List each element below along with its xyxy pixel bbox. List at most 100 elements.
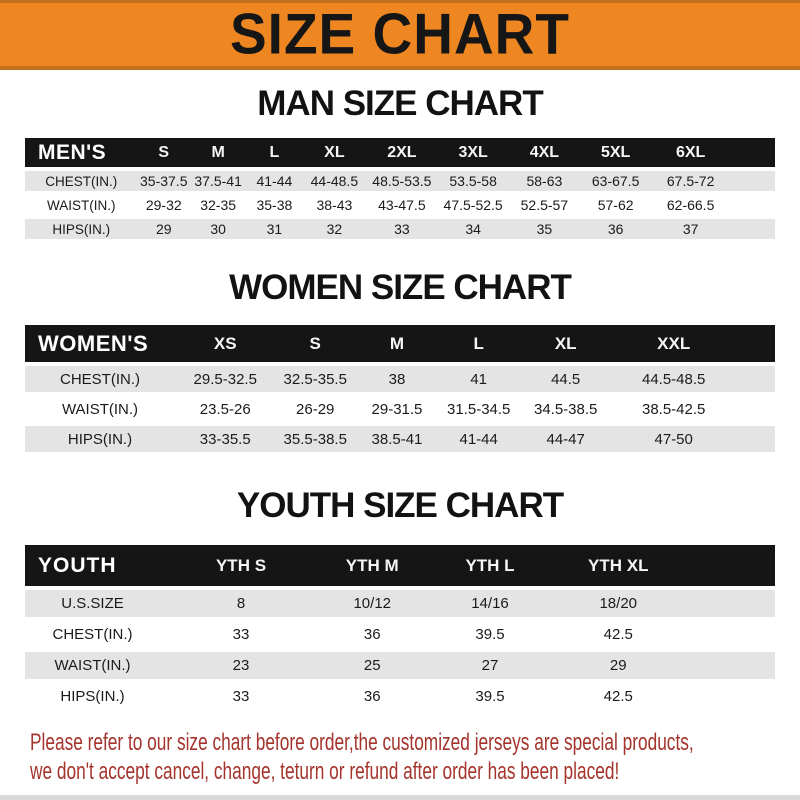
size-value-cell: 33-35.5 (175, 426, 276, 452)
table-header-row: MEN'S S M L XL 2XL 3XL 4XL 5XL 6XL (25, 138, 775, 167)
size-header-cell: YTH S (160, 545, 322, 586)
size-value-cell: 38.5-41 (354, 426, 439, 452)
row-label: CHEST(IN.) (25, 366, 175, 392)
size-value-cell: 10/12 (322, 590, 423, 617)
spacer-cell (730, 195, 775, 215)
table-row: WAIST(IN.) 23 25 27 29 (25, 652, 775, 679)
size-header-cell: XL (518, 325, 613, 362)
size-header-cell: YTH XL (557, 545, 679, 586)
size-value-cell: 41-44 (438, 426, 519, 452)
size-value-cell: 33 (366, 219, 438, 239)
size-value-cell: 29-32 (137, 195, 190, 215)
size-value-cell: 35 (508, 219, 580, 239)
size-value-cell: 36 (322, 683, 423, 710)
size-header-cell: L (438, 325, 519, 362)
size-value-cell: 29-31.5 (354, 396, 439, 422)
size-value-cell: 42.5 (557, 683, 679, 710)
spacer-cell (730, 171, 775, 191)
size-value-cell: 14/16 (422, 590, 558, 617)
table-row: WAIST(IN.) 29-32 32-35 35-38 38-43 43-47.5 47.… (25, 195, 775, 215)
size-value-cell: 63-67.5 (580, 171, 652, 191)
size-value-cell: 62-66.5 (651, 195, 730, 215)
size-value-cell: 35.5-38.5 (275, 426, 355, 452)
row-label: WAIST(IN.) (25, 396, 175, 422)
spacer-cell (679, 545, 775, 586)
notice-line-1: Please refer to our size chart before or… (30, 729, 694, 756)
table-title-cell: WOMEN'S (25, 325, 175, 362)
size-value-cell: 32.5-35.5 (275, 366, 355, 392)
spacer-cell (734, 325, 775, 362)
table-row: U.S.SIZE 8 10/12 14/16 18/20 (25, 590, 775, 617)
order-notice: Please refer to our size chart before or… (30, 728, 800, 786)
size-header-cell: YTH L (422, 545, 558, 586)
table-row: WAIST(IN.) 23.5-26 26-29 29-31.5 31.5-34.5 34… (25, 396, 775, 422)
size-value-cell: 39.5 (422, 683, 558, 710)
size-value-cell: 52.5-57 (508, 195, 580, 215)
spacer-cell (730, 219, 775, 239)
size-header-cell: 6XL (651, 138, 730, 167)
size-value-cell: 36 (322, 621, 423, 648)
spacer-cell (679, 621, 775, 648)
size-value-cell: 37 (651, 219, 730, 239)
size-value-cell: 23.5-26 (175, 396, 276, 422)
table-row: CHEST(IN.) 33 36 39.5 42.5 (25, 621, 775, 648)
size-value-cell: 67.5-72 (651, 171, 730, 191)
size-header-cell: YTH M (322, 545, 423, 586)
size-value-cell: 37.5-41 (190, 171, 247, 191)
banner-title: SIZE CHART (230, 1, 570, 67)
size-value-cell: 34.5-38.5 (518, 396, 613, 422)
table-row: HIPS(IN.) 33-35.5 35.5-38.5 38.5-41 41-44 44-… (25, 426, 775, 452)
size-value-cell: 44.5 (518, 366, 613, 392)
size-value-cell: 33 (160, 621, 322, 648)
size-value-cell: 41 (438, 366, 519, 392)
size-value-cell: 30 (190, 219, 247, 239)
youth-size-table: YOUTH YTH S YTH M YTH L YTH XL U.S.SIZE 8 10/12… (25, 541, 775, 714)
notice-line-2: we don't accept cancel, change, teturn o… (30, 758, 620, 785)
size-value-cell: 44-47 (518, 426, 613, 452)
size-header-cell: XXL (612, 325, 735, 362)
spacer-cell (730, 138, 775, 167)
size-value-cell: 38-43 (302, 195, 367, 215)
row-label: CHEST(IN.) (25, 171, 138, 191)
size-value-cell: 8 (160, 590, 322, 617)
size-value-cell: 42.5 (557, 621, 679, 648)
table-row: HIPS(IN.) 33 36 39.5 42.5 (25, 683, 775, 710)
spacer-cell (734, 426, 775, 452)
size-value-cell: 32-35 (190, 195, 247, 215)
row-label: WAIST(IN.) (25, 195, 138, 215)
size-value-cell: 47.5-52.5 (437, 195, 509, 215)
size-value-cell: 39.5 (422, 621, 558, 648)
size-value-cell: 18/20 (557, 590, 679, 617)
table-header-row: WOMEN'S XS S M L XL XXL (25, 325, 775, 362)
size-header-cell: 4XL (508, 138, 580, 167)
size-header-cell: 5XL (580, 138, 652, 167)
men-section-title: MAN SIZE CHART (257, 84, 543, 123)
row-label: HIPS(IN.) (25, 683, 160, 710)
size-value-cell: 25 (322, 652, 423, 679)
row-label: U.S.SIZE (25, 590, 160, 617)
size-value-cell: 38.5-42.5 (612, 396, 735, 422)
size-value-cell: 48.5-53.5 (366, 171, 438, 191)
spacer-cell (679, 652, 775, 679)
table-row: HIPS(IN.) 29 30 31 32 33 34 35 36 37 (25, 219, 775, 239)
size-value-cell: 43-47.5 (366, 195, 438, 215)
size-header-cell: S (275, 325, 355, 362)
table-header-row: YOUTH YTH S YTH M YTH L YTH XL (25, 545, 775, 586)
women-section: WOMEN SIZE CHART WOMEN'S XS S M L XL XXL CHEST(… (0, 268, 800, 456)
bottom-edge-strip (0, 795, 800, 800)
table-row: CHEST(IN.) 35-37.5 37.5-41 41-44 44-48.5 48.5… (25, 171, 775, 191)
youth-section-title: YOUTH SIZE CHART (236, 486, 564, 525)
size-chart-banner: SIZE CHART (0, 0, 800, 70)
row-label: HIPS(IN.) (25, 426, 175, 452)
size-value-cell: 31.5-34.5 (438, 396, 519, 422)
spacer-cell (679, 683, 775, 710)
size-value-cell: 26-29 (275, 396, 355, 422)
youth-section: YOUTH SIZE CHART YOUTH YTH S YTH M YTH L YTH… (0, 486, 800, 714)
size-value-cell: 36 (580, 219, 652, 239)
size-value-cell: 29.5-32.5 (175, 366, 276, 392)
men-section: MAN SIZE CHART MEN'S S M L XL 2XL 3XL 4XL 5XL 6XL… (0, 84, 800, 243)
size-value-cell: 23 (160, 652, 322, 679)
size-value-cell: 57-62 (580, 195, 652, 215)
size-value-cell: 44.5-48.5 (612, 366, 735, 392)
size-value-cell: 35-37.5 (137, 171, 190, 191)
